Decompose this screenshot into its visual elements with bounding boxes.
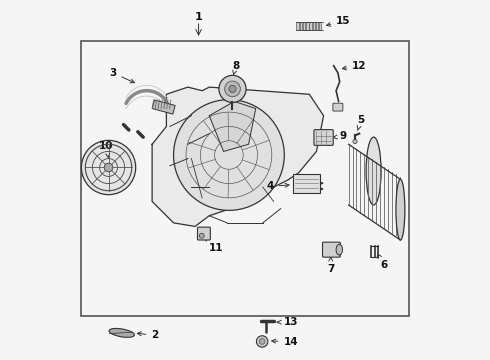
Text: 10: 10 xyxy=(99,141,114,158)
Polygon shape xyxy=(209,102,256,152)
Bar xyxy=(81,41,409,316)
Circle shape xyxy=(199,233,204,238)
Text: 2: 2 xyxy=(137,330,159,341)
Text: 12: 12 xyxy=(343,61,367,71)
Bar xyxy=(313,22,315,30)
Bar xyxy=(152,100,175,114)
Text: 8: 8 xyxy=(232,61,240,74)
Circle shape xyxy=(104,163,113,172)
Text: 13: 13 xyxy=(277,317,298,327)
Circle shape xyxy=(229,85,236,93)
Ellipse shape xyxy=(336,244,343,255)
Bar xyxy=(316,22,318,30)
Text: 15: 15 xyxy=(327,16,350,26)
Text: 7: 7 xyxy=(327,257,334,274)
Text: 5: 5 xyxy=(357,115,365,130)
Bar xyxy=(309,22,312,30)
Bar xyxy=(319,22,321,30)
FancyBboxPatch shape xyxy=(322,242,341,257)
Circle shape xyxy=(173,100,284,210)
Bar xyxy=(293,174,319,193)
Text: 14: 14 xyxy=(272,337,298,347)
Text: 11: 11 xyxy=(205,237,223,253)
Text: 4: 4 xyxy=(267,181,289,192)
Ellipse shape xyxy=(396,179,405,240)
Bar xyxy=(296,22,299,30)
FancyBboxPatch shape xyxy=(197,227,210,240)
Circle shape xyxy=(353,139,357,144)
Circle shape xyxy=(259,339,265,344)
Text: 1: 1 xyxy=(195,13,202,22)
Circle shape xyxy=(256,336,268,347)
Text: 3: 3 xyxy=(109,68,134,83)
Bar xyxy=(303,22,305,30)
FancyBboxPatch shape xyxy=(314,130,333,145)
Bar xyxy=(300,22,302,30)
Text: 6: 6 xyxy=(378,254,388,270)
Polygon shape xyxy=(152,87,323,226)
FancyBboxPatch shape xyxy=(333,103,343,111)
Circle shape xyxy=(81,140,136,195)
Text: 9: 9 xyxy=(333,131,347,141)
Ellipse shape xyxy=(366,137,381,205)
Circle shape xyxy=(219,75,246,103)
Ellipse shape xyxy=(109,328,134,337)
Bar xyxy=(306,22,309,30)
Circle shape xyxy=(224,81,241,97)
